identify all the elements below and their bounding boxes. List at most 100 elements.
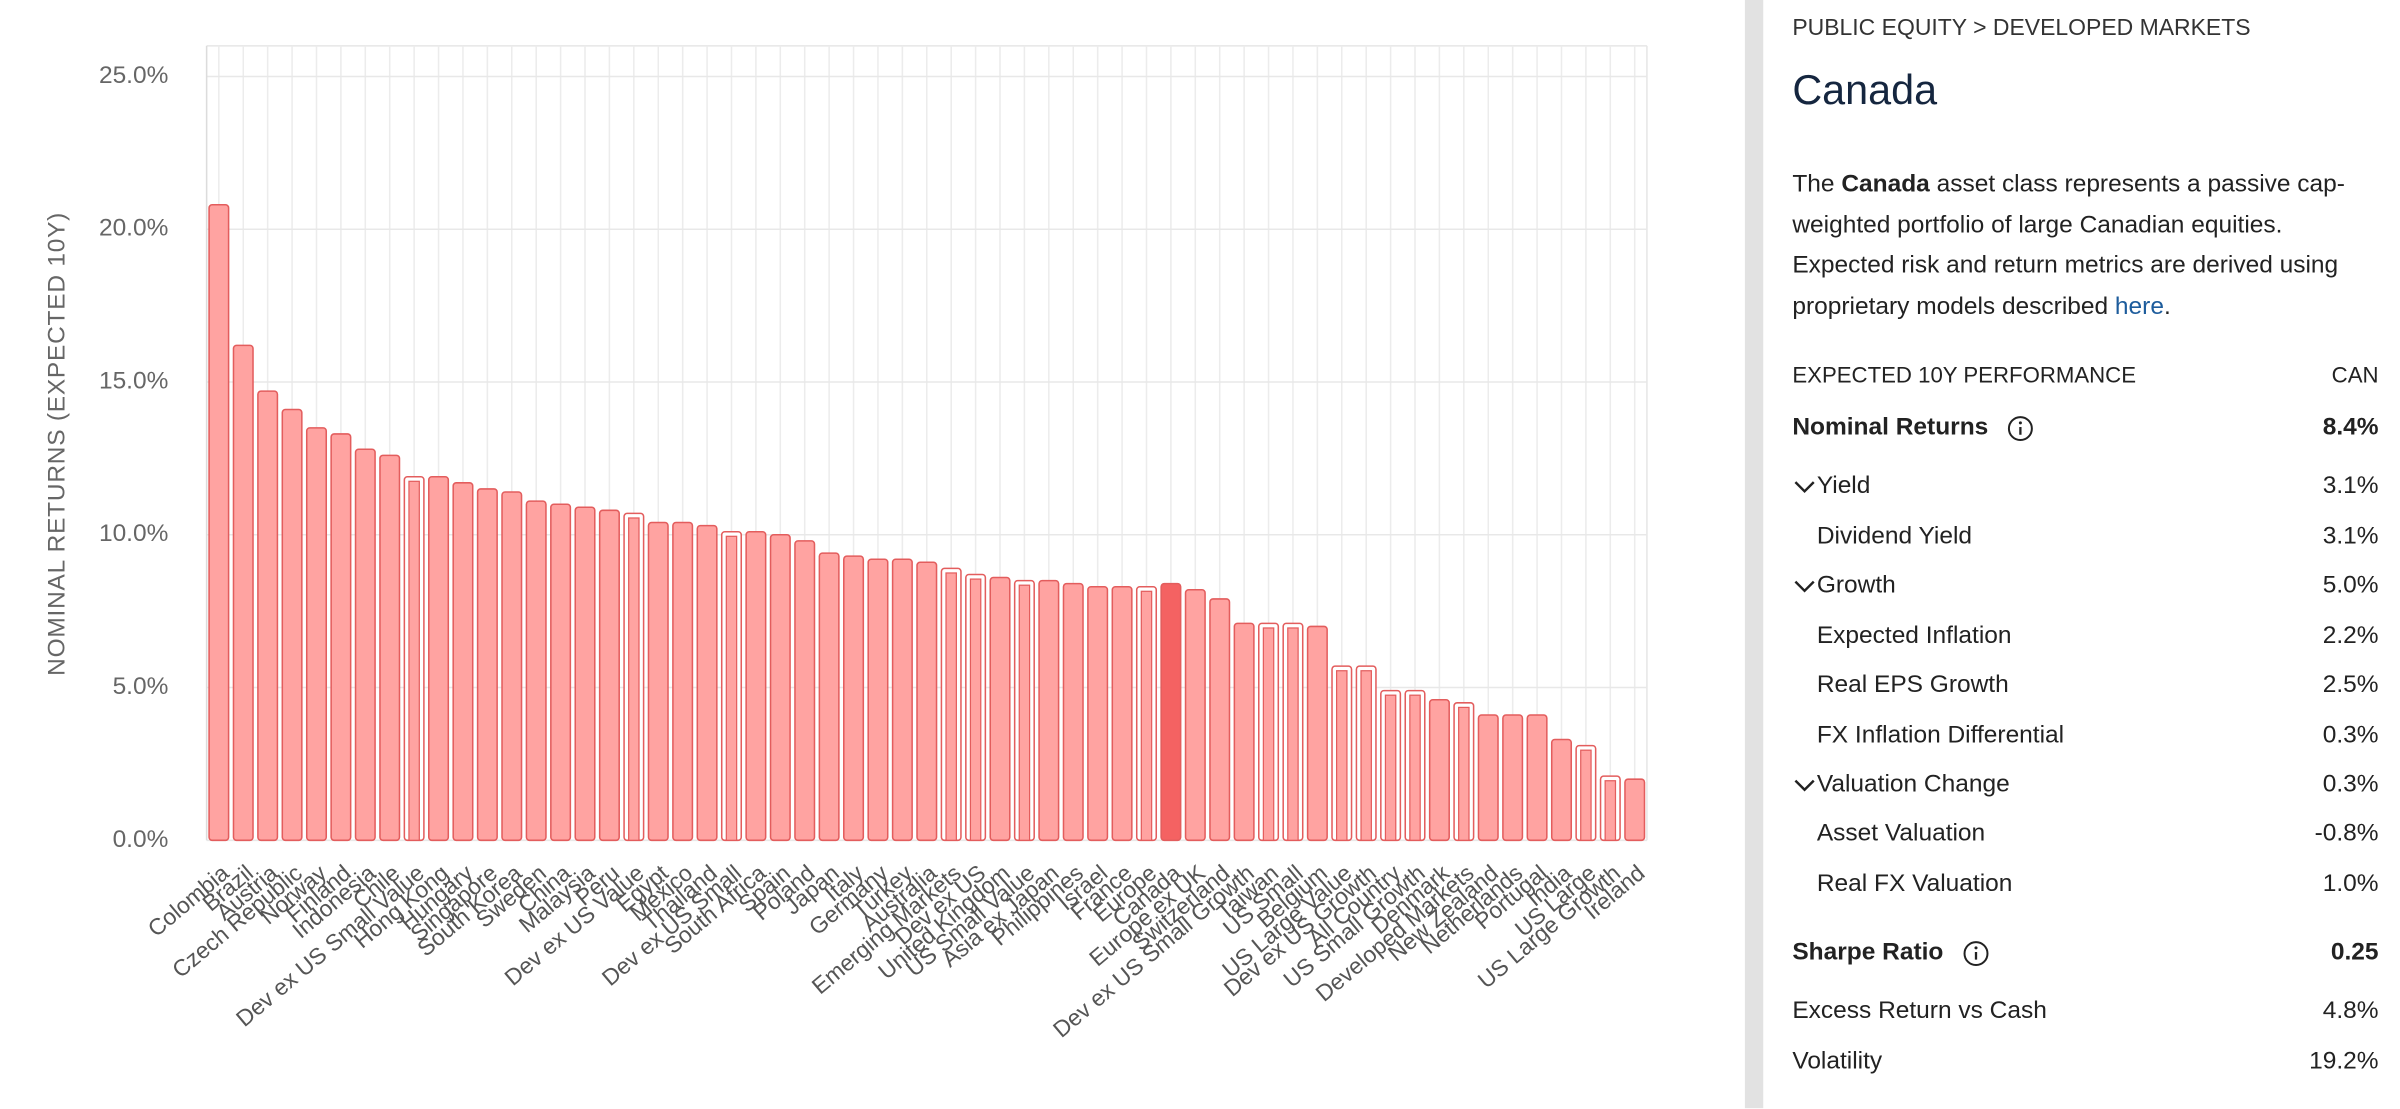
metric-label-wrap: Excess Return vs Cash bbox=[1792, 998, 2047, 1026]
bar bbox=[1184, 588, 1206, 842]
metric-label: Real FX Valuation bbox=[1816, 870, 2013, 897]
metric-value: 5.0% bbox=[2322, 572, 2379, 599]
y-tick-label: 15.0% bbox=[99, 367, 168, 394]
bar bbox=[1306, 625, 1328, 842]
bar bbox=[257, 390, 279, 842]
bar bbox=[408, 480, 420, 841]
metric-label: Expected Inflation bbox=[1816, 622, 2012, 649]
bar bbox=[379, 454, 401, 842]
bar bbox=[1262, 627, 1275, 841]
metric-value: 0.3% bbox=[2322, 771, 2379, 798]
metric-row[interactable]: Valuation Change 0.3% bbox=[1792, 768, 2379, 802]
metric-label: Asset Valuation bbox=[1816, 820, 1986, 847]
bar bbox=[598, 509, 620, 842]
metric-row: Excess Return vs Cash 4.8% bbox=[1792, 995, 2378, 1029]
bar bbox=[1209, 598, 1231, 842]
bar bbox=[1458, 706, 1470, 841]
metric-row: Expected Inflation 2.2% bbox=[1792, 620, 2379, 654]
metric-row: Real FX Valuation 1.0% bbox=[1792, 868, 2379, 902]
bar bbox=[1335, 670, 1348, 841]
bar bbox=[1409, 694, 1421, 841]
bar bbox=[969, 578, 982, 841]
metric-label: FX Inflation Differential bbox=[1816, 722, 2065, 749]
metric-label: Excess Return vs Cash bbox=[1792, 997, 2047, 1024]
y-axis-label: NOMINAL RETURNS (EXPECTED 10Y) bbox=[44, 212, 71, 676]
bar bbox=[501, 491, 523, 842]
metric-row: Nominal Returns 8.4% bbox=[1792, 412, 2379, 446]
bar bbox=[1018, 584, 1031, 841]
bar bbox=[1477, 714, 1499, 842]
link[interactable]: here bbox=[2114, 293, 2164, 320]
metric-row[interactable]: Yield 3.1% bbox=[1792, 470, 2379, 504]
bar bbox=[769, 534, 791, 842]
metric-label-wrap: Sharpe Ratio bbox=[1792, 940, 1989, 968]
metric-label-wrap: Growth bbox=[1792, 572, 1896, 600]
metric-label: Growth bbox=[1816, 572, 1896, 599]
metric-value: 3.1% bbox=[2322, 472, 2379, 499]
metric-value: -0.8% bbox=[2314, 820, 2379, 847]
bar bbox=[794, 540, 816, 842]
text: Canada bbox=[1841, 171, 1930, 198]
bar bbox=[647, 521, 669, 842]
header-label: CAN bbox=[2331, 364, 2379, 389]
chevron-icon[interactable] bbox=[1792, 474, 1816, 498]
info-icon[interactable] bbox=[2007, 415, 2035, 443]
metric-label-wrap: Asset Valuation bbox=[1792, 820, 1985, 848]
bar bbox=[550, 503, 572, 842]
bar bbox=[989, 576, 1011, 842]
metric-row: Sharpe Ratio 0.25 bbox=[1792, 937, 2379, 971]
metric-label: Yield bbox=[1816, 472, 1871, 499]
y-tick-label: 5.0% bbox=[113, 673, 169, 700]
bar bbox=[672, 521, 694, 842]
chevron-icon[interactable] bbox=[1792, 773, 1816, 797]
metric-row: Volatility 19.2% bbox=[1792, 1045, 2378, 1079]
metric-row: FX Inflation Differential 0.3% bbox=[1792, 719, 2379, 753]
header-label: EXPECTED 10Y PERFORMANCE bbox=[1792, 364, 2137, 389]
metric-value: 4.8% bbox=[2322, 997, 2379, 1024]
panel-title: Canada bbox=[1792, 67, 1938, 114]
bar bbox=[891, 558, 913, 842]
text: asset class represents a passive cap-wei… bbox=[1792, 171, 2345, 320]
metric-row: Dividend Yield 3.1% bbox=[1792, 520, 2379, 554]
bar bbox=[1624, 778, 1646, 842]
metric-label: Sharpe Ratio bbox=[1792, 939, 1944, 966]
metric-label-wrap: Nominal Returns bbox=[1792, 415, 2034, 443]
metric-label-wrap: Expected Inflation bbox=[1792, 622, 2012, 651]
bar bbox=[1502, 714, 1524, 842]
metric-label: Dividend Yield bbox=[1816, 523, 1973, 550]
chevron-icon[interactable] bbox=[1792, 574, 1816, 598]
bar bbox=[208, 204, 230, 842]
metric-label-wrap: Dividend Yield bbox=[1792, 523, 1972, 551]
bar bbox=[945, 572, 957, 841]
metric-label-wrap: Volatility bbox=[1792, 1048, 1882, 1076]
bar bbox=[428, 475, 450, 842]
bar bbox=[745, 530, 767, 842]
bar bbox=[696, 524, 718, 842]
bar bbox=[1526, 714, 1548, 842]
bar bbox=[1160, 582, 1182, 842]
bar bbox=[1604, 780, 1617, 841]
metric-label: Volatility bbox=[1792, 1048, 1883, 1075]
metric-value: 2.5% bbox=[2322, 671, 2379, 698]
bar bbox=[628, 517, 640, 841]
metric-label-wrap: Real FX Valuation bbox=[1792, 870, 2013, 899]
metric-label: Real EPS Growth bbox=[1816, 671, 2009, 698]
table-header: EXPECTED 10Y PERFORMANCE CAN bbox=[1792, 360, 2378, 394]
metric-row[interactable]: Growth 5.0% bbox=[1792, 569, 2379, 603]
metric-label-wrap: Real EPS Growth bbox=[1792, 671, 2009, 700]
y-tick-label: 20.0% bbox=[99, 215, 168, 242]
info-icon[interactable] bbox=[1962, 940, 1990, 968]
metric-value: 3.1% bbox=[2322, 523, 2379, 550]
breadcrumb[interactable]: PUBLIC EQUITY > DEVELOPED MARKETS bbox=[1792, 15, 2251, 42]
bar bbox=[452, 482, 474, 842]
bar bbox=[1360, 670, 1372, 841]
y-tick-label: 0.0% bbox=[113, 826, 169, 853]
bar bbox=[725, 535, 738, 841]
bar bbox=[476, 488, 498, 842]
bar bbox=[843, 555, 865, 842]
bar bbox=[305, 427, 328, 842]
metric-value: 1.0% bbox=[2322, 870, 2379, 897]
bar bbox=[281, 408, 303, 842]
